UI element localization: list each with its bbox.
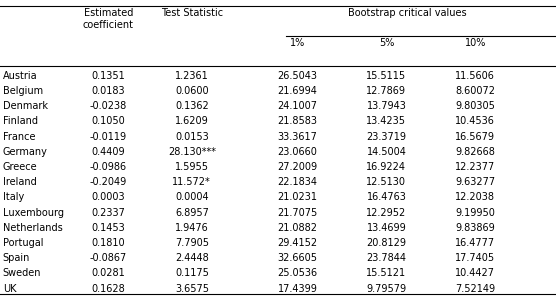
Text: 7.7905: 7.7905: [175, 238, 209, 248]
Text: 6.8957: 6.8957: [175, 208, 208, 218]
Text: 8.60072: 8.60072: [455, 86, 495, 96]
Text: Belgium: Belgium: [3, 86, 43, 96]
Text: Finland: Finland: [3, 116, 38, 127]
Text: 14.5004: 14.5004: [366, 147, 406, 157]
Text: Italy: Italy: [3, 193, 24, 202]
Text: 22.1834: 22.1834: [277, 177, 317, 187]
Text: -0.0119: -0.0119: [90, 132, 127, 142]
Text: 0.1628: 0.1628: [92, 284, 125, 294]
Text: 0.1362: 0.1362: [175, 101, 208, 111]
Text: 23.3719: 23.3719: [366, 132, 406, 142]
Text: Test Statistic: Test Statistic: [161, 8, 223, 17]
Text: 21.7075: 21.7075: [277, 208, 317, 218]
Text: 12.2038: 12.2038: [455, 193, 495, 202]
Text: 21.8583: 21.8583: [277, 116, 317, 127]
Text: Bootstrap critical values: Bootstrap critical values: [348, 8, 466, 17]
Text: 12.7869: 12.7869: [366, 86, 406, 96]
Text: Netherlands: Netherlands: [3, 223, 62, 233]
Text: 15.5115: 15.5115: [366, 71, 406, 81]
Text: 0.0003: 0.0003: [92, 193, 125, 202]
Text: Luxembourg: Luxembourg: [3, 208, 64, 218]
Text: 0.0004: 0.0004: [175, 193, 208, 202]
Text: 0.0183: 0.0183: [92, 86, 125, 96]
Text: 0.1175: 0.1175: [175, 268, 208, 278]
Text: -0.0238: -0.0238: [90, 101, 127, 111]
Text: 9.82668: 9.82668: [455, 147, 495, 157]
Text: 13.4235: 13.4235: [366, 116, 406, 127]
Text: 20.8129: 20.8129: [366, 238, 406, 248]
Text: -0.0867: -0.0867: [90, 253, 127, 263]
Text: 5%: 5%: [379, 38, 394, 47]
Text: 0.0281: 0.0281: [92, 268, 125, 278]
Text: 9.79579: 9.79579: [366, 284, 406, 294]
Text: 2.4448: 2.4448: [175, 253, 208, 263]
Text: 10.4536: 10.4536: [455, 116, 495, 127]
Text: Sweden: Sweden: [3, 268, 41, 278]
Text: 12.5130: 12.5130: [366, 177, 406, 187]
Text: 23.0660: 23.0660: [277, 147, 317, 157]
Text: 9.83869: 9.83869: [455, 223, 495, 233]
Text: 28.130***: 28.130***: [168, 147, 216, 157]
Text: 32.6605: 32.6605: [277, 253, 317, 263]
Text: -0.2049: -0.2049: [90, 177, 127, 187]
Text: 13.4699: 13.4699: [366, 223, 406, 233]
Text: Spain: Spain: [3, 253, 30, 263]
Text: 21.0231: 21.0231: [277, 193, 317, 202]
Text: 33.3617: 33.3617: [277, 132, 317, 142]
Text: 0.1351: 0.1351: [92, 71, 125, 81]
Text: 0.1453: 0.1453: [92, 223, 125, 233]
Text: 9.19950: 9.19950: [455, 208, 495, 218]
Text: 25.0536: 25.0536: [277, 268, 317, 278]
Text: 1.9476: 1.9476: [175, 223, 208, 233]
Text: 0.4409: 0.4409: [92, 147, 125, 157]
Text: -0.0986: -0.0986: [90, 162, 127, 172]
Text: Ireland: Ireland: [3, 177, 37, 187]
Text: 0.0600: 0.0600: [175, 86, 208, 96]
Text: 9.63277: 9.63277: [455, 177, 495, 187]
Text: 27.2009: 27.2009: [277, 162, 317, 172]
Text: Estimated
coefficient: Estimated coefficient: [83, 8, 134, 30]
Text: 11.572*: 11.572*: [172, 177, 211, 187]
Text: 21.6994: 21.6994: [277, 86, 317, 96]
Text: 26.5043: 26.5043: [277, 71, 317, 81]
Text: 17.4399: 17.4399: [277, 284, 317, 294]
Text: 11.5606: 11.5606: [455, 71, 495, 81]
Text: 10%: 10%: [465, 38, 486, 47]
Text: 16.4763: 16.4763: [366, 193, 406, 202]
Text: 16.4777: 16.4777: [455, 238, 495, 248]
Text: 16.9224: 16.9224: [366, 162, 406, 172]
Text: 13.7943: 13.7943: [366, 101, 406, 111]
Text: Denmark: Denmark: [3, 101, 48, 111]
Text: 17.7405: 17.7405: [455, 253, 495, 263]
Text: 9.80305: 9.80305: [455, 101, 495, 111]
Text: 10.4427: 10.4427: [455, 268, 495, 278]
Text: France: France: [3, 132, 35, 142]
Text: Portugal: Portugal: [3, 238, 43, 248]
Text: 16.5679: 16.5679: [455, 132, 495, 142]
Text: Germany: Germany: [3, 147, 48, 157]
Text: 1.5955: 1.5955: [175, 162, 209, 172]
Text: 7.52149: 7.52149: [455, 284, 495, 294]
Text: 21.0882: 21.0882: [277, 223, 317, 233]
Text: 12.2377: 12.2377: [455, 162, 495, 172]
Text: 1.6209: 1.6209: [175, 116, 208, 127]
Text: 12.2952: 12.2952: [366, 208, 406, 218]
Text: 24.1007: 24.1007: [277, 101, 317, 111]
Text: 1.2361: 1.2361: [175, 71, 208, 81]
Text: 0.2337: 0.2337: [92, 208, 125, 218]
Text: 0.0153: 0.0153: [175, 132, 208, 142]
Text: 29.4152: 29.4152: [277, 238, 317, 248]
Text: 1%: 1%: [290, 38, 305, 47]
Text: UK: UK: [3, 284, 16, 294]
Text: 15.5121: 15.5121: [366, 268, 406, 278]
Text: 0.1810: 0.1810: [92, 238, 125, 248]
Text: 23.7844: 23.7844: [366, 253, 406, 263]
Text: 0.1050: 0.1050: [92, 116, 125, 127]
Text: Austria: Austria: [3, 71, 37, 81]
Text: Greece: Greece: [3, 162, 37, 172]
Text: 3.6575: 3.6575: [175, 284, 209, 294]
